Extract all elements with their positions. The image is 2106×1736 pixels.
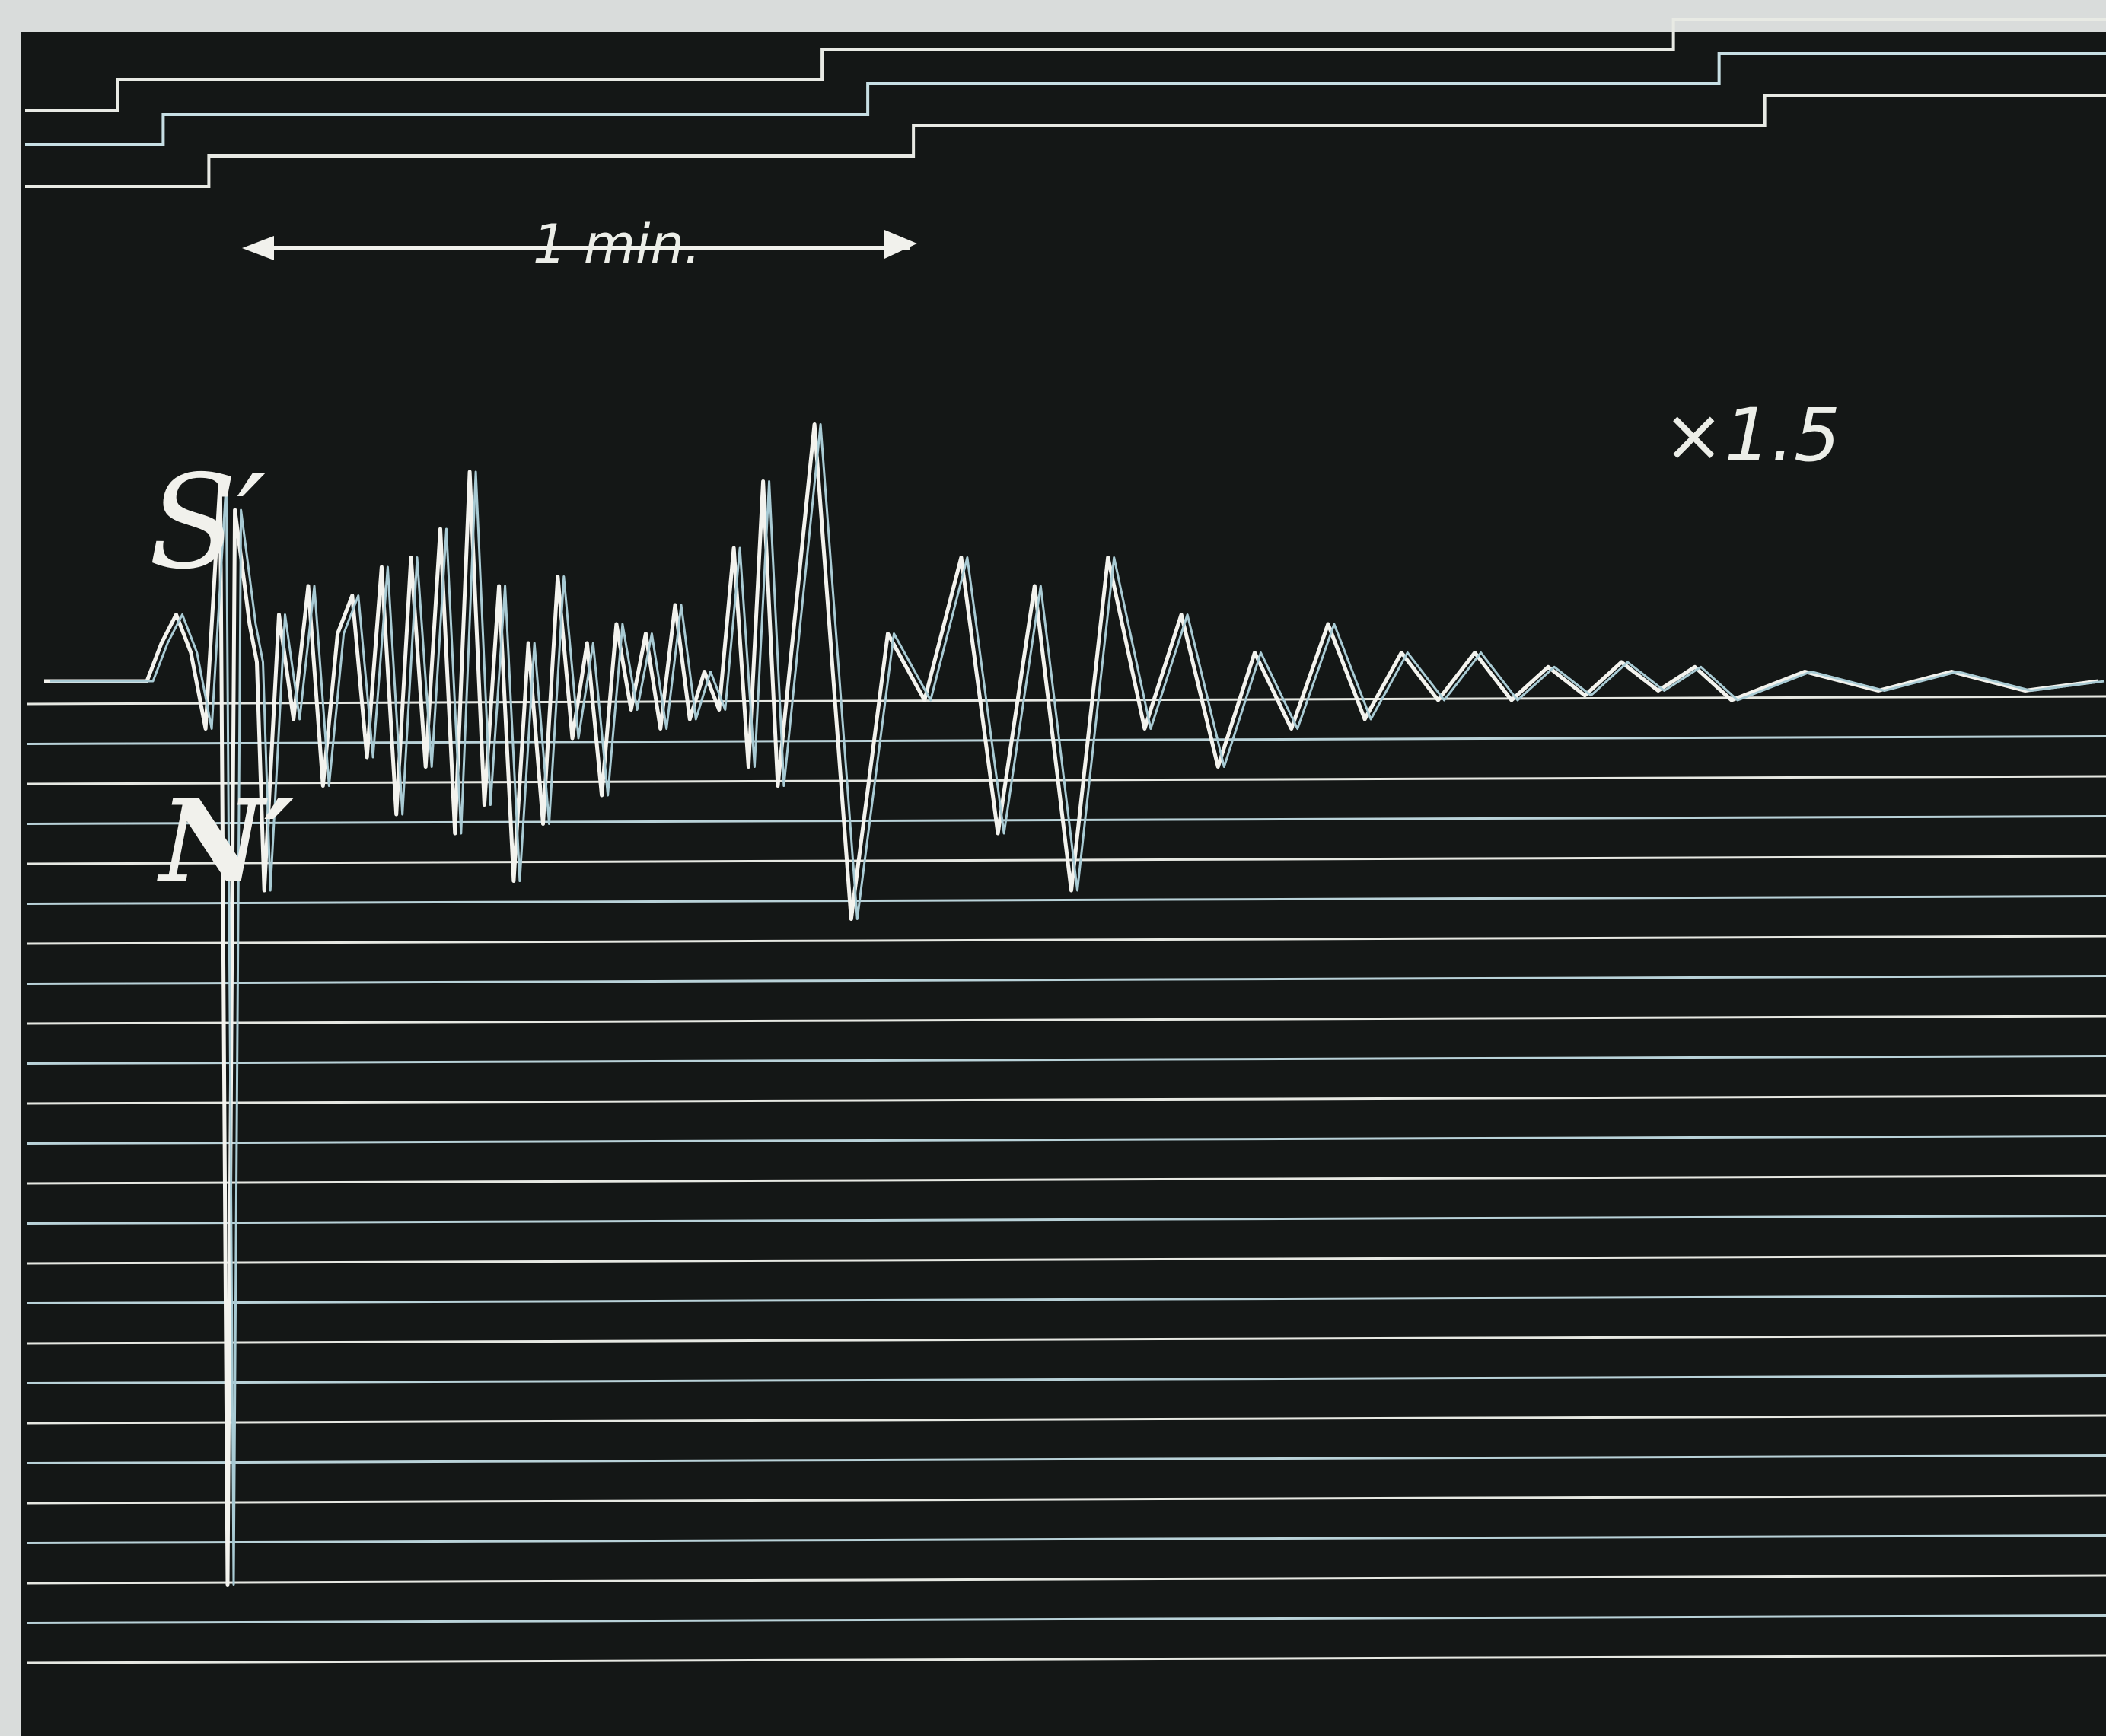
time-mark-line	[25, 94, 2106, 188]
baseline	[27, 1015, 2106, 1025]
baseline	[27, 935, 2106, 945]
baseline	[27, 1254, 2106, 1265]
baseline	[27, 1414, 2106, 1425]
time-scale-arrowhead-left	[242, 236, 274, 260]
baseline	[27, 1215, 2106, 1225]
recording-baselines	[27, 695, 2106, 1664]
time-mark-lines	[25, 18, 2106, 188]
baseline	[27, 1454, 2106, 1464]
baseline	[27, 1135, 2106, 1145]
baseline	[27, 895, 2106, 905]
baseline	[27, 1374, 2106, 1384]
trace-echo-line	[50, 423, 2105, 1586]
time-scale-arrow: 1 min.	[242, 213, 917, 276]
baseline	[27, 1094, 2106, 1105]
baseline	[27, 815, 2106, 825]
time-scale-arrowhead-right	[884, 230, 917, 259]
time-mark-line	[25, 18, 2106, 112]
baseline	[27, 735, 2106, 745]
component-label-lower: N′	[157, 775, 295, 909]
trace-line	[44, 422, 2099, 1587]
baseline	[27, 1534, 2106, 1544]
baseline	[27, 975, 2106, 985]
baseline	[27, 695, 2106, 706]
baseline	[27, 1574, 2106, 1585]
baseline	[27, 1295, 2106, 1304]
baseline	[27, 1055, 2106, 1065]
record-plate	[21, 32, 2106, 1736]
baseline	[27, 1654, 2106, 1664]
time-mark-line	[25, 52, 2106, 146]
component-label-upper: S′	[148, 448, 266, 598]
time-scale-label: 1 min.	[533, 213, 701, 276]
baseline	[27, 1174, 2106, 1185]
baseline	[27, 775, 2106, 785]
baseline	[27, 1494, 2106, 1505]
seismic-traces	[44, 422, 2105, 1587]
magnification-label: ×1.5	[1663, 393, 1840, 478]
baseline	[27, 1334, 2106, 1345]
baseline	[27, 1614, 2106, 1624]
